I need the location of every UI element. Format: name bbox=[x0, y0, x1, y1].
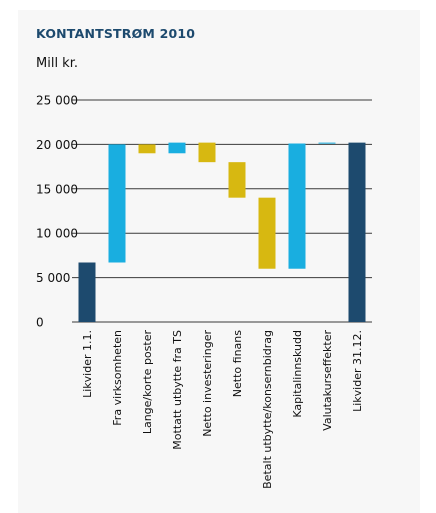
x-tick-label: Fra virksomheten bbox=[111, 330, 124, 426]
bar-negative bbox=[198, 142, 216, 163]
x-tick-label: Betalt utbytte/konsernbidrag bbox=[261, 330, 274, 489]
bar-negative bbox=[138, 144, 156, 154]
x-tick-label: Likvider 1.1. bbox=[81, 330, 94, 398]
bar-positive bbox=[108, 144, 126, 263]
y-tick-label: 20 000 bbox=[36, 138, 78, 152]
bar-total bbox=[348, 142, 366, 322]
bar-negative bbox=[228, 162, 246, 198]
unit-label: Mill kr. bbox=[36, 56, 78, 71]
x-tick-label: Valutakurseffekter bbox=[321, 330, 334, 431]
x-tick-label: Netto investeringer bbox=[201, 330, 214, 437]
x-tick-label: Kapitalinnskudd bbox=[291, 330, 304, 418]
bar-positive bbox=[318, 142, 336, 144]
x-tick-label: Likvider 31.12. bbox=[351, 330, 364, 412]
bar-total bbox=[78, 262, 96, 322]
y-tick-labels: 0 5 000 10 000 15 000 20 000 25 000 bbox=[36, 94, 78, 330]
x-tick-label: Lange/korte poster bbox=[141, 330, 154, 435]
bars bbox=[78, 142, 366, 322]
chart-title: KONTANTSTRØM 2010 bbox=[36, 26, 196, 41]
bar-negative bbox=[258, 197, 276, 269]
x-tick-label: Mottatt utbytte fra TS bbox=[171, 330, 184, 450]
x-tick-label: Netto finans bbox=[231, 330, 244, 397]
y-tick-label: 25 000 bbox=[36, 94, 78, 108]
y-tick-label: 5 000 bbox=[36, 271, 70, 285]
y-tick-label: 0 bbox=[36, 316, 44, 330]
x-tick-labels: Likvider 1.1. Fra virksomheten Lange/korte… bbox=[81, 330, 364, 489]
bar-positive bbox=[168, 142, 186, 154]
y-tick-label: 15 000 bbox=[36, 182, 78, 196]
bar-positive bbox=[288, 143, 306, 269]
y-tick-label: 10 000 bbox=[36, 227, 78, 241]
